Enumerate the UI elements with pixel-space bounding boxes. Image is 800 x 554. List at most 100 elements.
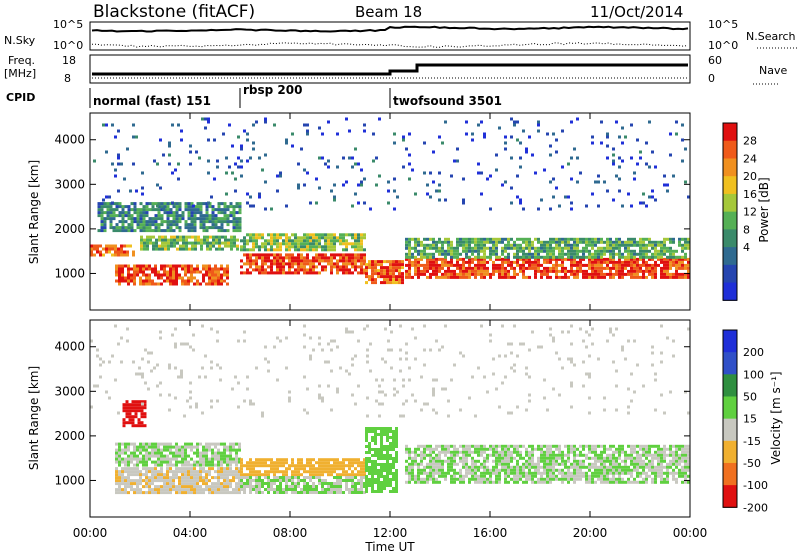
heatmap-cell — [172, 445, 175, 449]
heatmap-cell — [588, 263, 591, 267]
heatmap-cell — [675, 269, 678, 273]
heatmap-cell — [306, 171, 309, 175]
heatmap-cell — [507, 471, 510, 475]
heatmap-cell — [537, 465, 540, 469]
heatmap-cell — [666, 246, 669, 250]
heatmap-cell — [345, 253, 348, 257]
heatmap-cell — [146, 238, 149, 242]
heatmap-cell — [395, 445, 398, 448]
heatmap-cell — [351, 476, 354, 479]
heatmap-cell — [687, 444, 690, 448]
heatmap-cell — [246, 159, 249, 163]
heatmap-cell — [318, 476, 321, 479]
heatmap-cell — [169, 467, 172, 471]
heatmap-cell — [453, 249, 456, 253]
heatmap-cell — [333, 467, 336, 471]
heatmap-cell — [127, 479, 130, 483]
heatmap-cell — [270, 253, 273, 257]
heatmap-cell — [196, 463, 199, 467]
heatmap-cell — [193, 229, 197, 233]
heatmap-cell — [426, 246, 429, 250]
heatmap-cell — [360, 488, 363, 491]
heatmap-cell — [315, 467, 318, 471]
heatmap-cell — [321, 479, 324, 482]
heatmap-cell — [223, 270, 226, 274]
heatmap-cell — [579, 453, 582, 457]
heatmap-cell — [405, 459, 408, 463]
heatmap-cell — [264, 253, 267, 257]
heatmap-cell — [223, 214, 227, 218]
heatmap-cell — [365, 430, 368, 433]
heatmap-cell — [270, 488, 273, 491]
heatmap-cell — [612, 252, 615, 256]
heatmap-cell — [162, 207, 165, 211]
heatmap-cell — [148, 279, 151, 283]
heatmap-cell — [510, 266, 513, 270]
heatmap-cell — [612, 453, 615, 457]
heatmap-cell — [342, 265, 345, 269]
heatmap-cell — [660, 465, 663, 469]
heatmap-cell — [675, 249, 678, 253]
heatmap-cell — [615, 456, 618, 460]
heatmap-cell — [213, 138, 216, 142]
heatmap-cell — [561, 263, 564, 267]
heatmap-cell — [199, 454, 202, 458]
heatmap-cell — [435, 465, 438, 469]
heatmap-cell — [211, 460, 214, 464]
heatmap-cell — [453, 480, 456, 484]
heatmap-cell — [240, 458, 243, 462]
heatmap-cell — [279, 461, 282, 465]
heatmap-cell — [561, 129, 564, 133]
heatmap-cell — [525, 459, 528, 463]
heatmap-cell — [389, 457, 392, 460]
heatmap-cell — [232, 473, 235, 477]
heatmap-cell — [374, 454, 377, 457]
heatmap-cell — [395, 433, 398, 436]
heatmap-cell — [669, 255, 672, 259]
heatmap-cell — [531, 456, 534, 460]
heatmap-cell — [225, 192, 228, 196]
heatmap-cell — [537, 456, 540, 460]
heatmap-cell — [639, 471, 642, 475]
heatmap-cell — [642, 447, 645, 451]
heatmap-cell — [207, 120, 210, 124]
heatmap-cell — [486, 269, 489, 273]
heatmap-cell — [170, 244, 173, 248]
heatmap-cell — [129, 189, 132, 193]
heatmap-cell — [414, 480, 417, 484]
heatmap-cell — [582, 444, 585, 448]
heatmap-cell — [131, 409, 135, 413]
heatmap-cell — [534, 465, 537, 469]
heatmap-cell — [639, 447, 642, 451]
heatmap-cell — [209, 241, 212, 245]
heatmap-cell — [663, 269, 666, 273]
heatmap-cell — [543, 468, 546, 472]
heatmap-cell — [315, 201, 318, 205]
heatmap-cell — [190, 482, 193, 486]
heatmap-cell — [543, 255, 546, 259]
heatmap-cell — [558, 447, 561, 451]
heatmap-cell — [405, 465, 408, 469]
heatmap-cell — [172, 273, 175, 277]
heatmap-cell — [151, 451, 154, 455]
heatmap-cell — [543, 471, 546, 475]
heatmap-cell — [99, 244, 102, 248]
heatmap-cell — [600, 453, 603, 457]
heatmap-cell — [321, 470, 324, 474]
heatmap-cell — [285, 236, 288, 240]
heatmap-cell — [321, 461, 324, 465]
heatmap-cell — [651, 275, 654, 279]
heatmap-cell — [357, 183, 360, 187]
heatmap-cell — [151, 454, 154, 458]
heatmap-cell — [175, 454, 178, 458]
heatmap-cell — [477, 272, 480, 276]
heatmap-cell — [558, 275, 561, 279]
heatmap-cell — [588, 257, 591, 261]
heatmap-cell — [678, 471, 681, 475]
heatmap-cell — [408, 257, 411, 261]
heatmap-cell — [374, 472, 377, 475]
heatmap-cell — [435, 263, 438, 267]
heatmap-cell — [127, 267, 130, 271]
heatmap-cell — [237, 165, 240, 169]
